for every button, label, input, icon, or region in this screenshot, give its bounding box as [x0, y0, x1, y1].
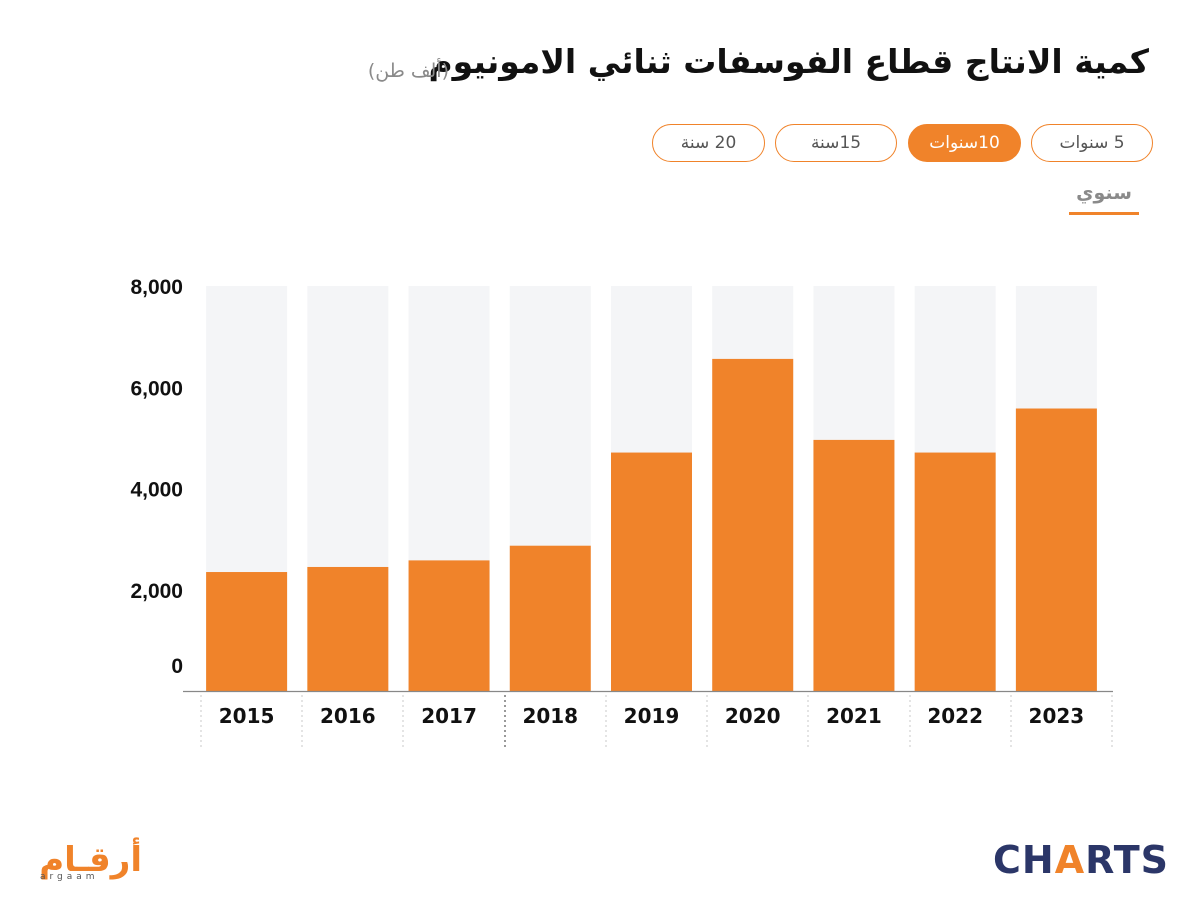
x-tick-label: 2018	[522, 704, 578, 728]
arqaam-logo: أرقـام argaam	[38, 838, 148, 888]
charts-logo-part-2: RTS	[1085, 838, 1169, 882]
chart-title: كمية الانتاج قطاع الفوسفات ثنائي الاموني…	[428, 42, 1149, 81]
x-tick-label: 2020	[725, 704, 781, 728]
x-tick-label: 2021	[826, 704, 882, 728]
x-tick-label: 2015	[219, 704, 275, 728]
x-tick-label: 2022	[927, 704, 983, 728]
range-button-10-years[interactable]: 10سنوات	[908, 124, 1021, 162]
x-tick-label: 2017	[421, 704, 477, 728]
bar-2022	[914, 452, 996, 691]
charts-logo-bolt: A	[1054, 838, 1086, 882]
arqaam-logo-arabic: أرقـام	[39, 840, 142, 880]
tab-annual[interactable]: سنوي	[1069, 182, 1139, 215]
y-tick-label: 4,000	[130, 479, 183, 502]
bar-2020	[712, 358, 794, 691]
range-button-20-years[interactable]: 20 سنة	[652, 124, 765, 162]
arqaam-logo-latin: argaam	[40, 872, 99, 882]
x-tick-label: 2019	[624, 704, 680, 728]
bar-2017	[408, 560, 490, 691]
y-tick-label: 0	[171, 655, 183, 678]
y-tick-label: 6,000	[130, 377, 183, 400]
bar-2018	[509, 545, 591, 691]
unit-label: (ألف طن)	[367, 60, 449, 82]
y-tick-label: 2,000	[130, 580, 183, 603]
charts-logo: CHARTS	[993, 838, 1169, 882]
bar-2016	[307, 566, 389, 691]
bar-2021	[813, 439, 895, 691]
y-tick-label: 8,000	[130, 276, 183, 299]
x-tick-label: 2016	[320, 704, 376, 728]
bar-2019	[611, 452, 692, 691]
bar-2015	[206, 572, 288, 691]
range-button-15-years[interactable]: 15سنة	[775, 124, 897, 162]
charts-logo-part-1: CH	[993, 838, 1055, 882]
x-tick-label: 2023	[1029, 704, 1085, 728]
range-button-5-years[interactable]: 5 سنوات	[1031, 124, 1153, 162]
bar-2023	[1015, 408, 1097, 691]
